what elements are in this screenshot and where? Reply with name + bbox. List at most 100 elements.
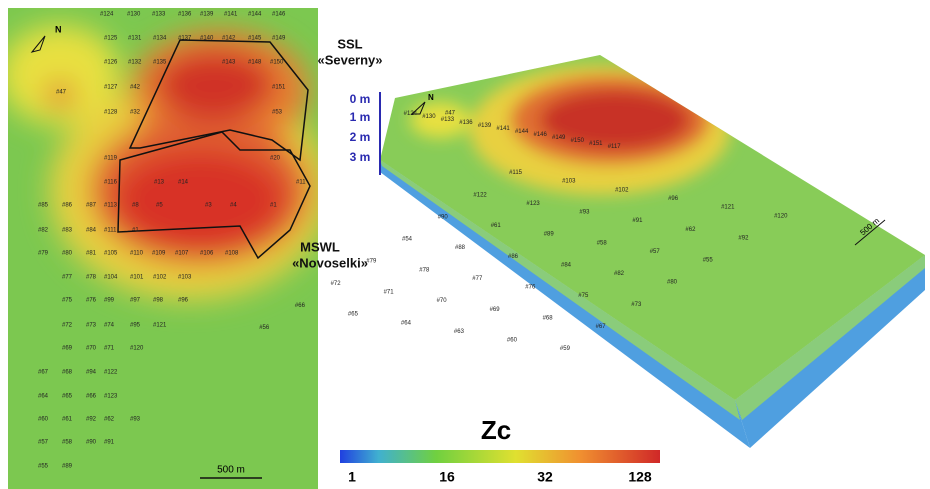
well-label: #123 (104, 394, 118, 400)
well-label: #14 (178, 180, 189, 186)
well-label: #60 (507, 338, 518, 344)
well-label: #84 (561, 262, 572, 268)
well-label: #70 (86, 346, 97, 352)
well-label: #54 (402, 237, 413, 243)
well-label: #136 (459, 120, 473, 126)
well-label: #82 (38, 228, 49, 234)
colorbar-tick-label: 32 (537, 469, 553, 485)
well-label: #63 (454, 329, 465, 335)
well-label: #90 (438, 214, 449, 220)
well-label: #144 (248, 12, 262, 18)
well-label: #62 (685, 227, 696, 233)
depth-label: 1 m (350, 110, 371, 124)
well-label: #69 (62, 346, 73, 352)
well-label: #75 (62, 298, 73, 304)
well-label: #109 (152, 251, 166, 257)
well-label: #61 (62, 417, 73, 423)
well-label: #90 (86, 440, 97, 446)
well-label: #141 (224, 12, 238, 18)
depth-label: 2 m (350, 130, 371, 144)
well-label: #113 (104, 203, 118, 209)
well-label: #60 (38, 417, 49, 423)
well-label: #121 (721, 205, 735, 211)
well-label: #99 (104, 298, 115, 304)
well-label: #57 (38, 440, 49, 446)
well-label: #107 (175, 251, 189, 257)
well-label: #121 (153, 323, 167, 329)
well-label: #139 (200, 12, 214, 18)
well-label: #47 (445, 111, 456, 117)
well-label: #117 (608, 144, 622, 150)
well-label: #57 (650, 249, 661, 255)
well-label: #81 (86, 251, 97, 257)
well-label: #20 (270, 156, 281, 162)
well-label: #47 (56, 90, 67, 96)
legend-title: Zc (481, 415, 511, 445)
north-label: N (55, 24, 62, 34)
well-label: #137 (178, 36, 192, 42)
well-label: #148 (248, 60, 262, 66)
well-label: #93 (579, 210, 590, 216)
well-label: #72 (331, 281, 342, 287)
colorbar-tick-label: 16 (439, 469, 455, 485)
well-label: #141 (496, 126, 510, 132)
well-label: #145 (248, 36, 262, 42)
well-label: #71 (104, 346, 115, 352)
well-label: #125 (104, 36, 118, 42)
well-label: #98 (153, 298, 164, 304)
mswl-label: MSWL (300, 239, 340, 254)
well-label: #149 (552, 135, 566, 141)
well-label: #66 (295, 303, 306, 309)
well-label: #132 (128, 60, 142, 66)
well-label: #93 (130, 417, 141, 423)
well-label: #92 (738, 235, 749, 241)
well-label: #64 (401, 320, 412, 326)
well-label: #122 (104, 370, 118, 376)
ssl-label: «Severny» (317, 52, 382, 67)
well-label: #95 (130, 323, 141, 329)
well-label: #120 (774, 213, 788, 219)
well-label: #1 (270, 203, 277, 209)
well-label: #58 (62, 440, 73, 446)
well-label: #88 (455, 245, 466, 251)
well-label: #82 (614, 271, 625, 277)
well-label: #116 (104, 180, 118, 186)
well-label: #151 (589, 141, 603, 147)
well-label: #136 (178, 12, 192, 18)
well-label: #72 (62, 323, 73, 329)
well-label: #68 (62, 370, 73, 376)
well-label: #91 (632, 218, 643, 224)
well-label: #108 (225, 251, 239, 257)
well-label: #119 (104, 156, 118, 162)
well-label: #55 (703, 258, 714, 264)
well-label: #86 (62, 203, 73, 209)
well-label: #80 (667, 280, 678, 286)
well-label: #94 (86, 370, 97, 376)
well-label: #58 (597, 240, 608, 246)
well-label: #3 (205, 203, 212, 209)
well-label: #91 (104, 440, 115, 446)
well-label: #142 (222, 36, 236, 42)
well-label: #64 (38, 394, 49, 400)
scale-label: 500 m (217, 465, 245, 476)
well-label: #8 (132, 203, 139, 209)
well-label: #55 (38, 464, 49, 470)
well-label: #131 (128, 36, 142, 42)
well-label: #143 (222, 60, 236, 66)
depth-label: 3 m (350, 150, 371, 164)
well-label: #86 (508, 254, 519, 260)
well-label: #53 (272, 110, 283, 116)
well-label: #127 (104, 85, 118, 91)
well-label: #89 (62, 464, 73, 470)
well-label: #71 (384, 289, 395, 295)
well-label: #32 (130, 110, 141, 116)
well-label: #130 (422, 114, 436, 120)
well-label: #85 (38, 203, 49, 209)
left-map (8, 8, 318, 489)
well-label: #122 (473, 192, 487, 198)
well-label: #80 (62, 251, 73, 257)
depth-label: 0 m (350, 92, 371, 106)
well-label: #96 (668, 196, 679, 202)
well-label: #89 (544, 232, 555, 238)
well-label: #74 (104, 323, 115, 329)
